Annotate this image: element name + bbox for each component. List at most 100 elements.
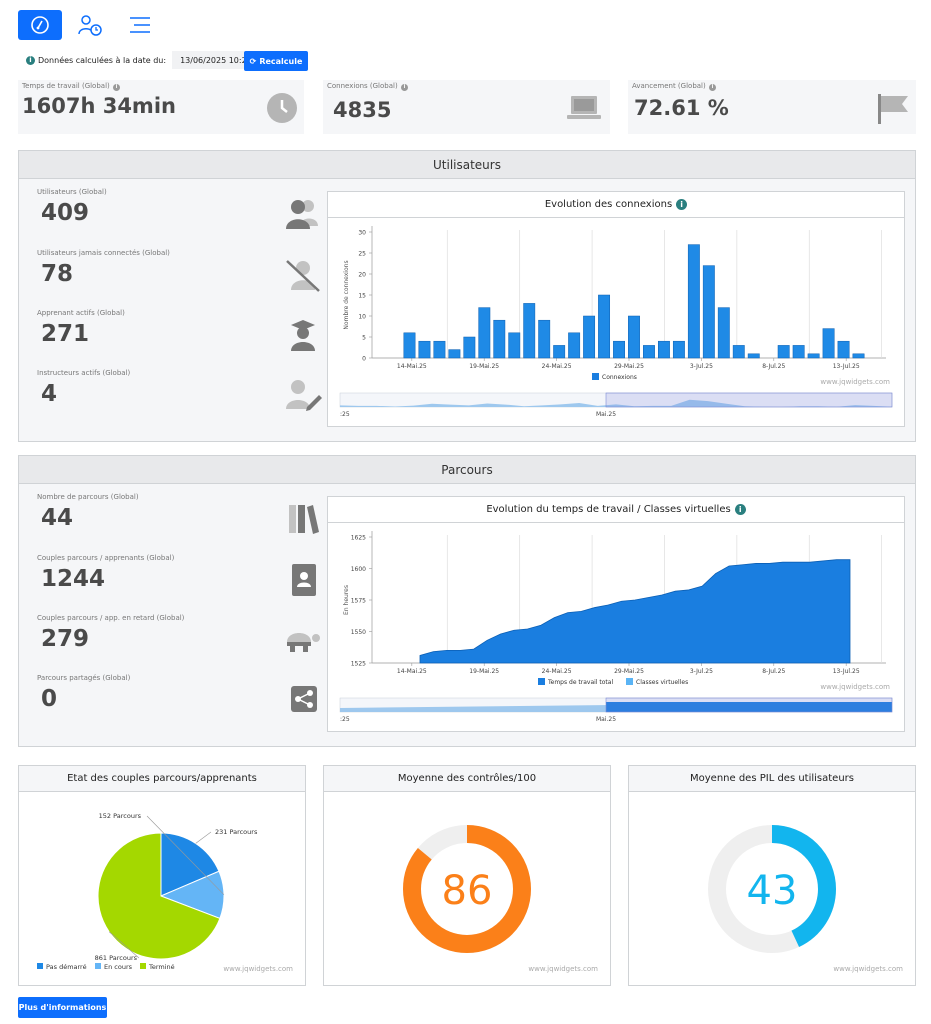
y-tick-label: 1550 [351, 629, 366, 636]
pie-slice-label: 152 Parcours [99, 812, 142, 820]
y-axis-label: En heures [343, 585, 350, 615]
y-tick-label: 25 [358, 251, 366, 258]
stat-label: Utilisateurs jamais connectés (Global) [37, 249, 170, 257]
bar [837, 340, 850, 359]
x-tick-label: 8-Jul.25 [762, 668, 785, 675]
bar [463, 336, 476, 359]
stat-label: Instructeurs actifs (Global) [37, 369, 131, 377]
date-value: 13/06/2025 10:21 [180, 55, 252, 65]
stat-label: Couples parcours / app. en retard (Globa… [37, 614, 185, 622]
pil-card: Moyenne des PIL des utilisateurs 43 www.… [628, 765, 916, 986]
bar [657, 340, 670, 359]
area-series [419, 559, 851, 664]
legend-swatch [592, 373, 599, 380]
share-icon [291, 686, 317, 712]
stat-users: Utilisateurs (Global) 409 [33, 186, 323, 242]
clock-icon [267, 93, 297, 123]
turtle-icon [287, 633, 320, 652]
bar [792, 345, 805, 359]
watermark: www.jqwidgets.com [833, 965, 903, 973]
laptop-icon [567, 96, 601, 119]
pie-leader-line [108, 931, 140, 959]
legend-swatch [538, 678, 545, 685]
bar [538, 319, 551, 359]
bar [852, 353, 865, 359]
x-tick-label: 8-Jul.25 [762, 363, 785, 370]
panel-parcours: Parcours Nombre de parcours (Global) 44 … [18, 455, 916, 747]
navigator-series [340, 399, 892, 407]
panel-utilisateurs: Utilisateurs Utilisateurs (Global) 409 U… [18, 150, 916, 442]
pie-card: Etat des couples parcours/apprenants 231… [18, 765, 306, 986]
bar [478, 307, 491, 359]
date-label: Données calculées à la date du: [38, 55, 167, 65]
stat-shared: Parcours partagés (Global) 0 [33, 672, 323, 728]
pie-slice-label: 861 Parcours [95, 954, 138, 962]
donut-value-arc [403, 825, 531, 953]
stat-label: Parcours partagés (Global) [37, 674, 131, 682]
navigator-selected-series [606, 702, 892, 712]
bar [448, 349, 461, 359]
user-slash-icon [286, 260, 320, 292]
legend-label: Temps de travail total [547, 679, 613, 686]
stat-never-connected: Utilisateurs jamais connectés (Global) 7… [33, 247, 323, 303]
bar [628, 315, 640, 359]
kpi-connexions: Connexions (Global) i 4835 [323, 80, 610, 134]
top-nav [18, 10, 162, 40]
navigator-label: :25 [340, 411, 350, 418]
dashboard-tab[interactable] [18, 10, 62, 40]
bar [418, 340, 431, 359]
graduate-icon [291, 320, 315, 351]
bar [523, 303, 536, 359]
more-info-button[interactable]: Plus d'informations [18, 997, 107, 1018]
worktime-area-chart: 1525 1550 1575 1600 1625 En heures 14-Mai.25 19… [339, 531, 893, 723]
navigator-selection [605, 697, 893, 713]
legend-label: Terminé [148, 963, 175, 971]
flag-icon [878, 94, 908, 124]
books-icon [289, 505, 319, 534]
users-history-tab[interactable] [68, 10, 112, 40]
bar [687, 244, 700, 359]
stat-value: 0 [41, 686, 58, 712]
stat-couples-late: Couples parcours / app. en retard (Globa… [33, 612, 323, 668]
x-tick-label: 19-Mai.25 [469, 668, 499, 675]
legend-swatch [37, 963, 43, 969]
stat-label: Couples parcours / apprenants (Global) [37, 554, 175, 562]
bar [643, 345, 655, 359]
stat-value: 1244 [41, 566, 106, 592]
bar [508, 332, 521, 359]
chart-title: Etat des couples parcours/apprenants [19, 766, 305, 792]
bar [702, 265, 715, 359]
chart-title: Evolution des connexions i [328, 192, 904, 218]
watermark: www.jqwidgets.com [528, 965, 598, 973]
stat-value: 279 [41, 626, 90, 652]
panel-title: Parcours [19, 456, 915, 484]
y-tick-label: 1575 [351, 598, 366, 605]
x-tick-label: 24-Mai.25 [542, 363, 572, 370]
donut-value-label: 86 [442, 868, 493, 914]
bar [583, 315, 596, 359]
bar [433, 340, 446, 359]
legend-swatch [140, 963, 146, 969]
kpi-label: Connexions (Global) i [327, 82, 408, 91]
worktime-chart-box: Evolution du temps de travail / Classes … [327, 496, 905, 732]
navigator-label: :25 [340, 716, 350, 723]
x-tick-label: 14-Mai.25 [397, 668, 427, 675]
recalc-button[interactable]: ⟳ Recalcule [244, 51, 308, 71]
pie-leader-line [146, 815, 225, 895]
contact-book-icon [292, 564, 316, 596]
users-icon [286, 200, 318, 229]
controls-card: Moyenne des contrôles/100 86 www.jqwidge… [323, 765, 611, 986]
list-tab[interactable] [118, 10, 162, 40]
controls-donut: 86 [403, 825, 531, 953]
bar [777, 345, 790, 359]
pie-leader-line [195, 831, 212, 844]
x-tick-label: 19-Mai.25 [469, 363, 499, 370]
chart-title: Evolution du temps de travail / Classes … [328, 497, 904, 523]
watermark: www.jqwidgets.com [820, 683, 890, 691]
y-tick-label: 0 [362, 356, 366, 363]
donut-value-arc [708, 825, 836, 953]
x-tick-label: 14-Mai.25 [397, 363, 427, 370]
bar [672, 340, 685, 359]
chart-title: Moyenne des PIL des utilisateurs [629, 766, 915, 792]
refresh-icon: ⟳ [249, 56, 257, 66]
